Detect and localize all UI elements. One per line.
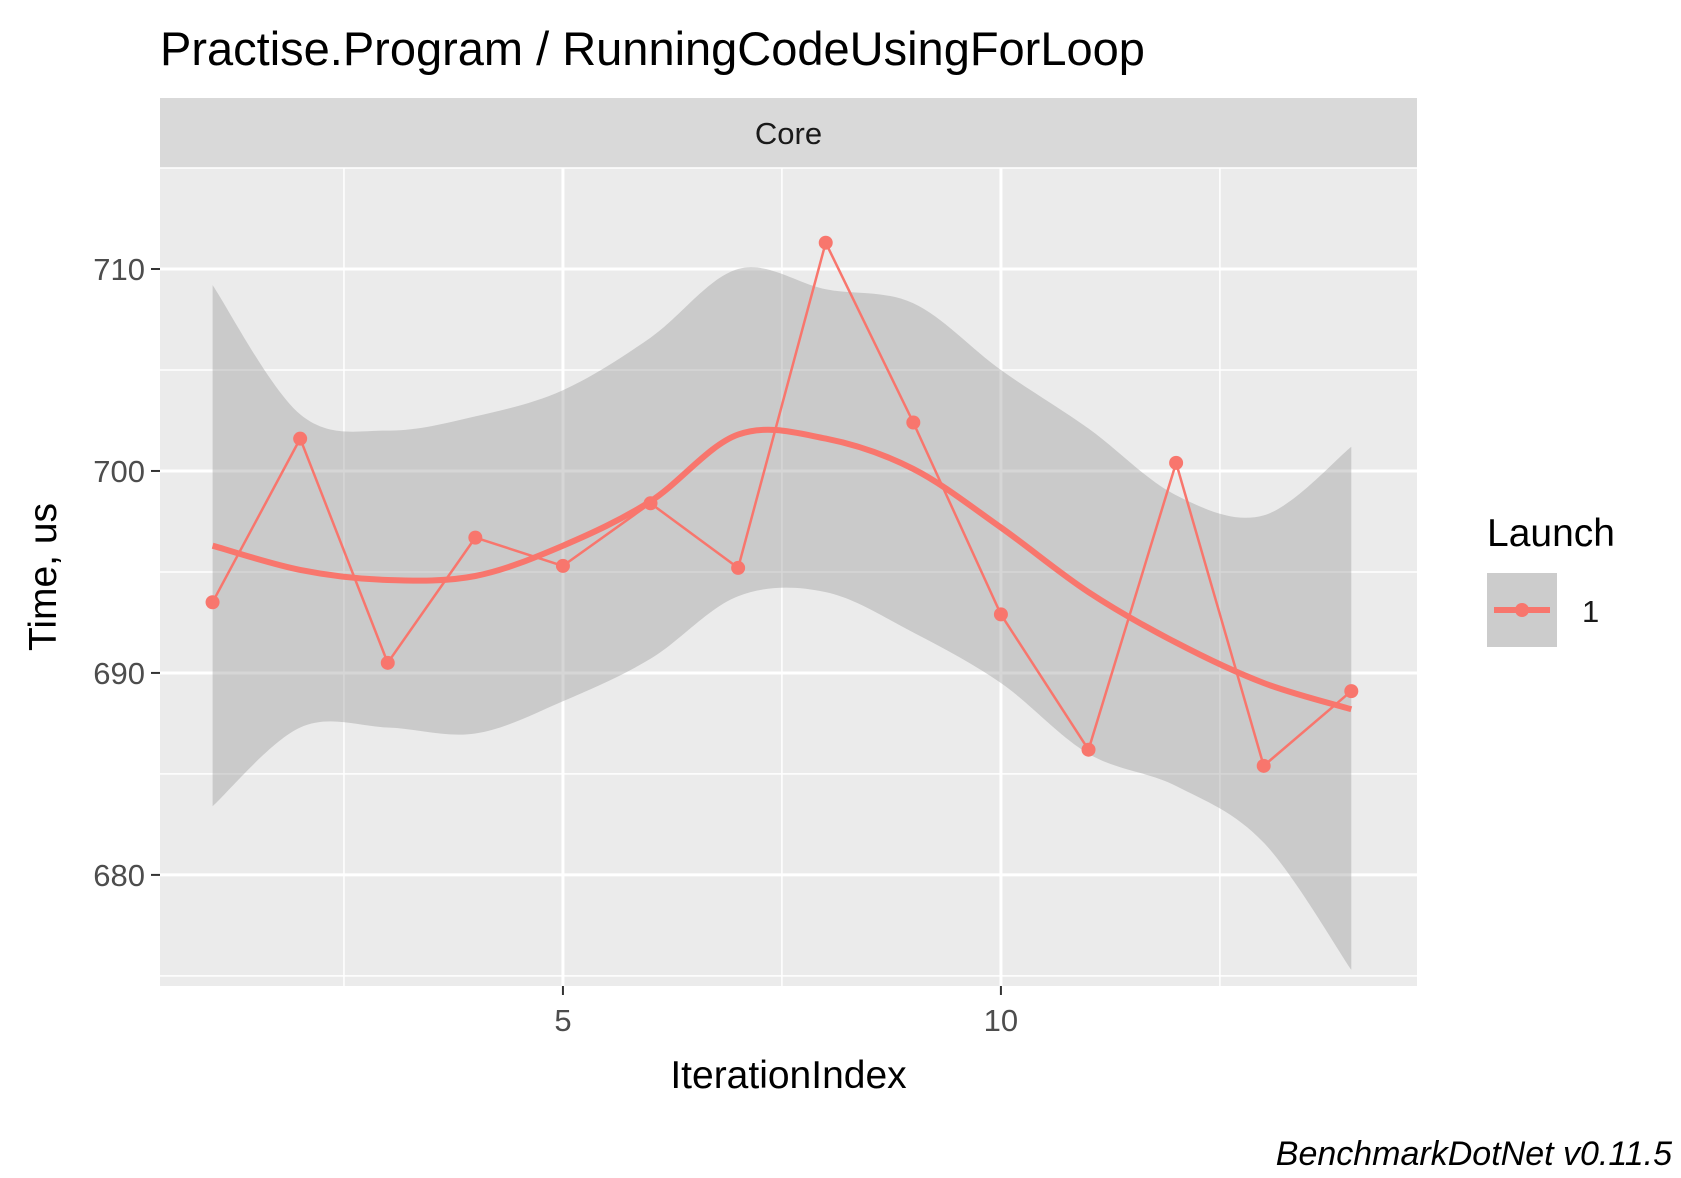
x-axis-title: IterationIndex [670, 1054, 907, 1097]
data-point [468, 530, 483, 545]
confidence-band [212, 267, 1352, 970]
grid-major [160, 168, 1417, 986]
data-point [906, 415, 921, 430]
data-point [1256, 758, 1271, 773]
chart-title: Practise.Program / RunningCodeUsingForLo… [160, 22, 1145, 75]
x-tick-label: 10 [984, 1003, 1018, 1038]
legend-title: Launch [1487, 512, 1615, 555]
smooth-line [211, 426, 1353, 713]
y-tick-label: 680 [93, 858, 145, 893]
data-point [1169, 455, 1184, 470]
facet-strip-label: Core [755, 116, 822, 151]
data-point [731, 560, 746, 575]
y-tick-label: 690 [93, 656, 145, 691]
series-layer [205, 235, 1359, 773]
series-line [211, 241, 1353, 768]
data-point [380, 655, 395, 670]
legend-label: 1 [1582, 594, 1599, 629]
data-point [293, 431, 308, 446]
y-tick-label: 700 [93, 454, 145, 489]
smooth-layer [211, 426, 1353, 713]
data-point [1081, 742, 1096, 757]
facet-strip [160, 98, 1417, 168]
axis-ticks: 5 10 680 690 700 710 [93, 252, 1018, 1038]
caption: BenchmarkDotNet v0.11.5 [1276, 1135, 1672, 1173]
data-point [205, 595, 220, 610]
grid-minor [160, 167, 1417, 986]
y-tick-label: 710 [93, 252, 145, 287]
confidence-band-area [212, 267, 1352, 970]
data-point [1344, 684, 1359, 699]
x-tick-label: 5 [554, 1003, 571, 1038]
data-point [555, 558, 570, 573]
data-point [993, 607, 1008, 622]
legend-key-point [1515, 603, 1529, 617]
y-axis-title: Time, us [22, 503, 65, 651]
data-point [818, 235, 833, 250]
